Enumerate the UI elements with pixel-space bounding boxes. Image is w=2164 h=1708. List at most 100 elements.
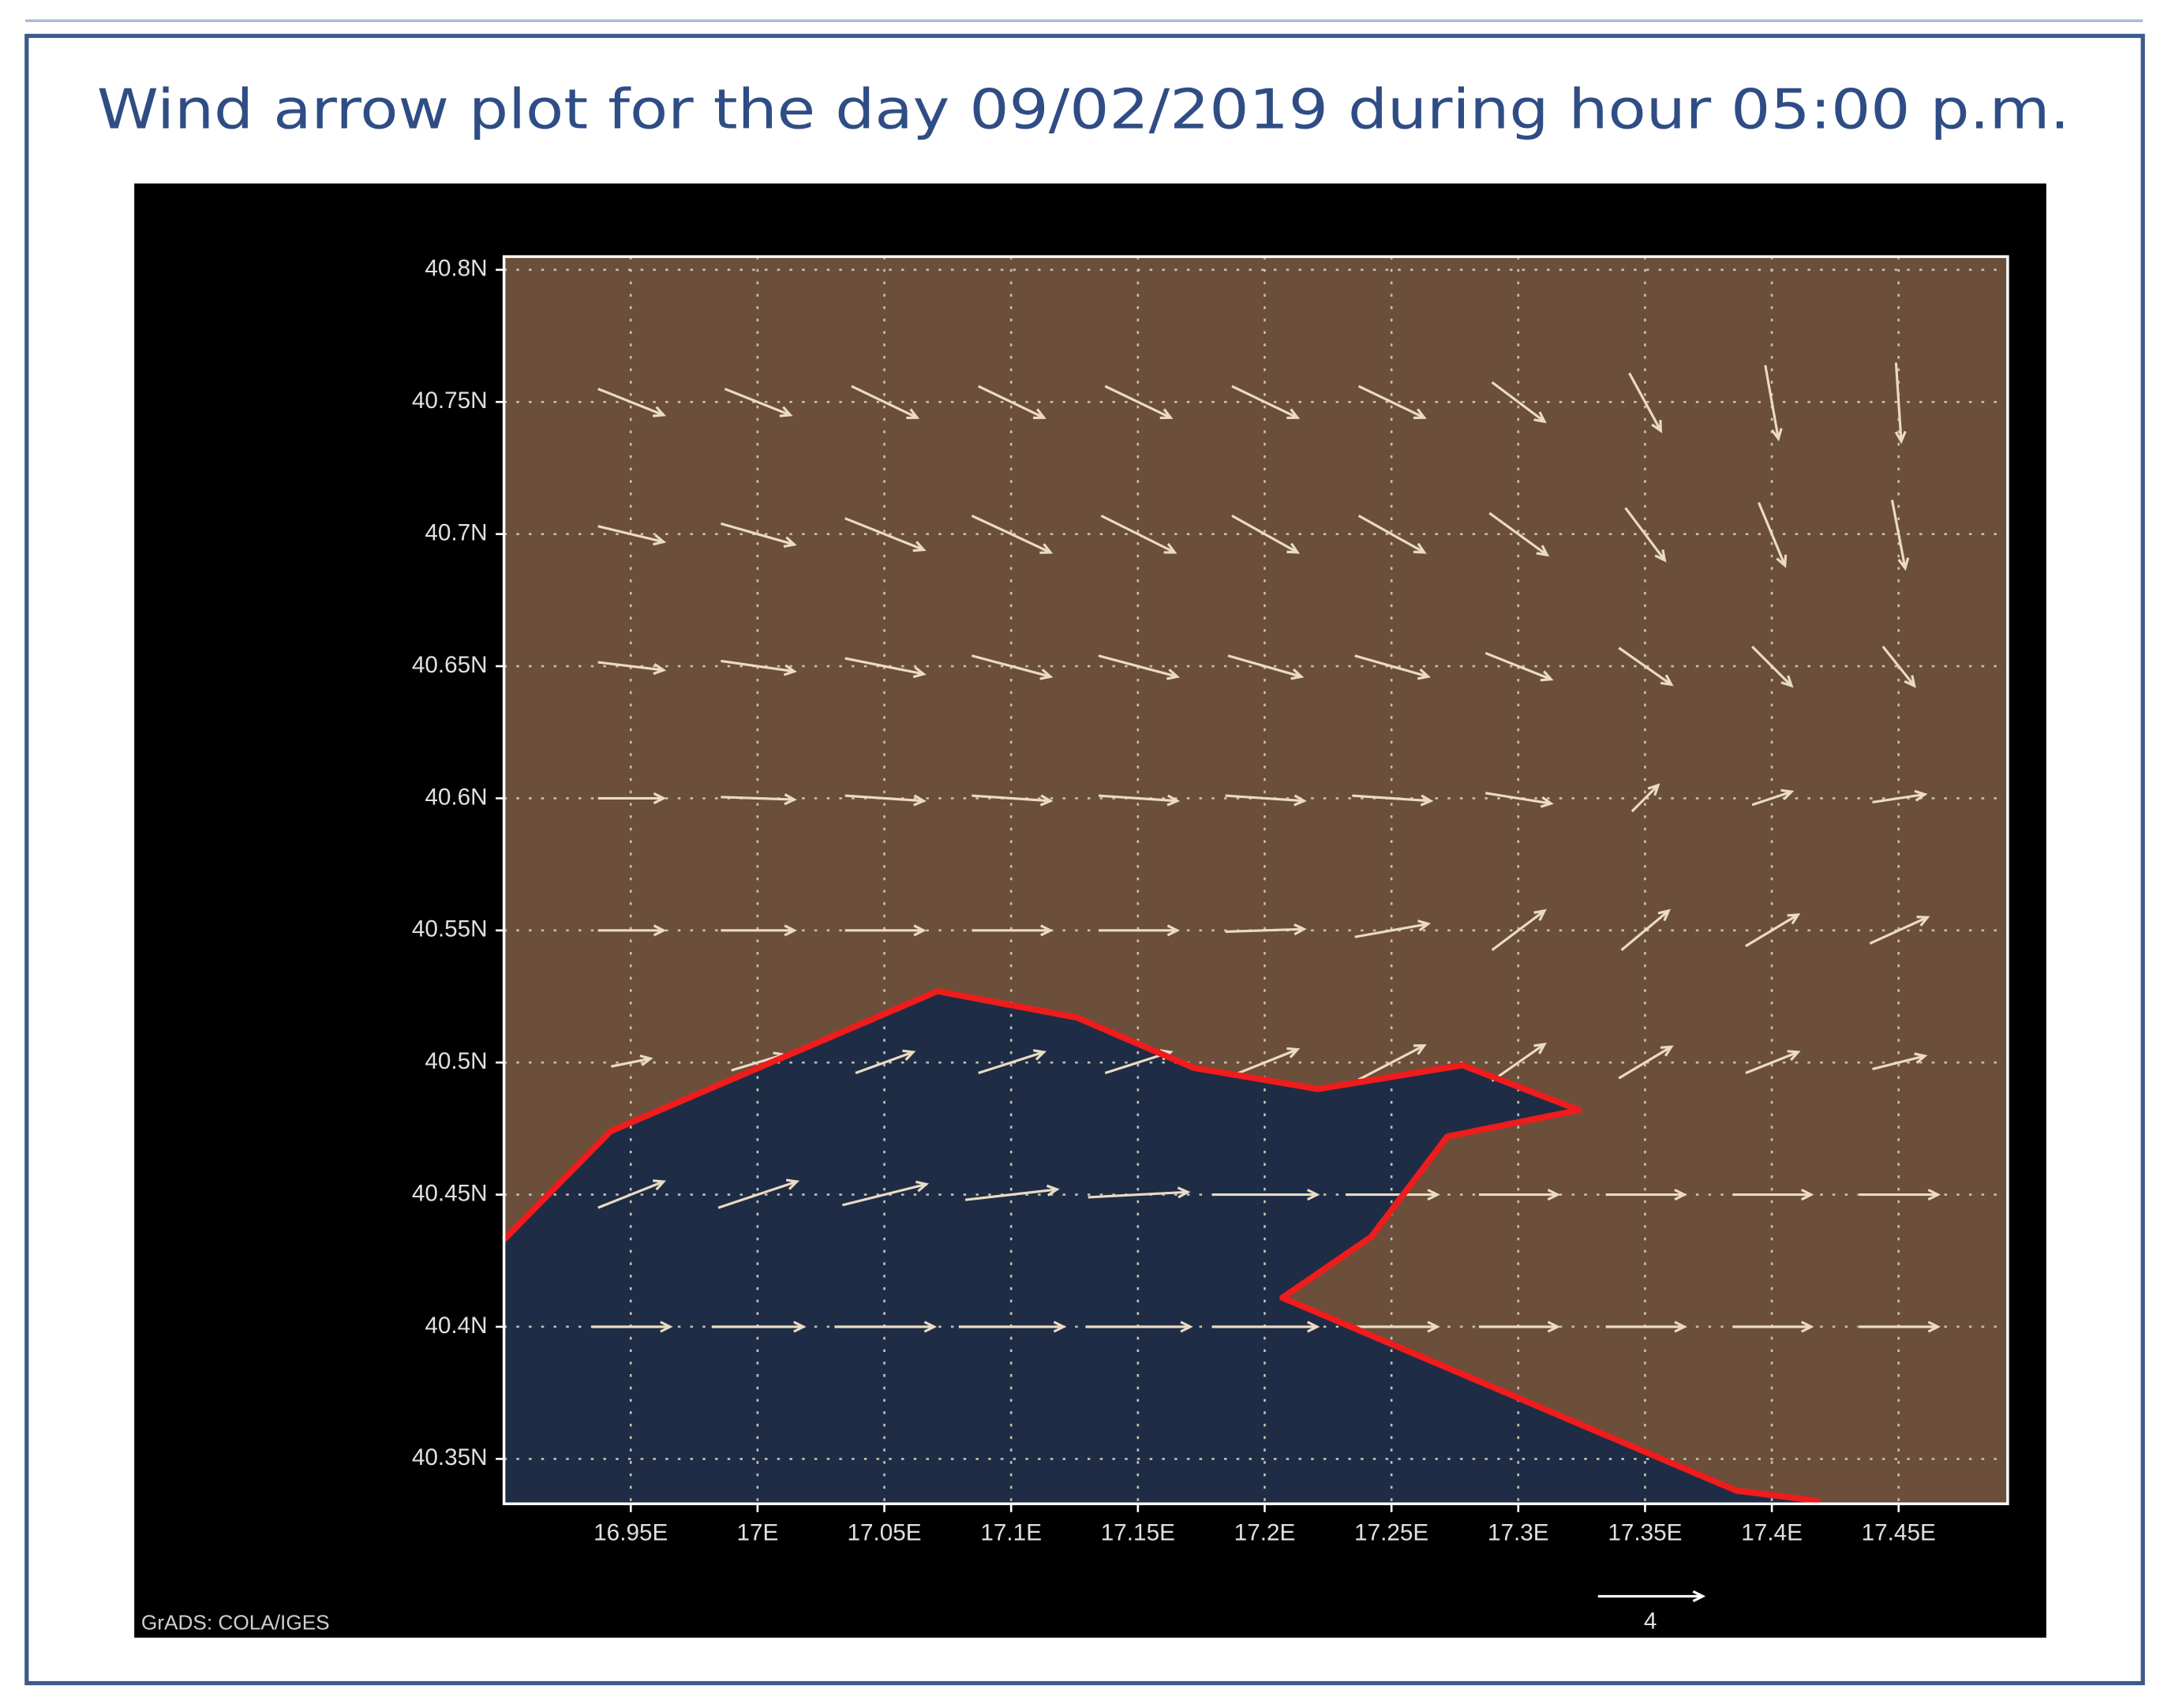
wind-arrow — [1732, 1189, 1814, 1201]
y-tick-label: 40.4N — [425, 1313, 487, 1339]
wind-arrow — [1346, 1320, 1440, 1333]
reference-label: 4 — [1644, 1608, 1657, 1634]
wind-arrow — [844, 924, 927, 937]
wind-arrow — [1628, 372, 1663, 433]
x-tick-label: 17.3E — [1488, 1520, 1549, 1546]
wind-arrow — [1231, 515, 1301, 554]
y-tick-label: 40.7N — [425, 519, 487, 545]
wind-arrow — [971, 654, 1054, 680]
chart-title: Wind arrow plot for the day 09/02/2019 d… — [97, 77, 2070, 141]
wind-arrow — [1352, 794, 1434, 807]
wind-arrow — [597, 924, 667, 937]
wind-arrow — [834, 1320, 938, 1333]
wind-arrow — [1225, 794, 1307, 807]
wind-arrow — [597, 792, 667, 804]
wind-arrow — [1478, 1189, 1561, 1201]
reference-arrow — [1597, 1590, 1706, 1602]
wind-arrow — [1745, 1050, 1801, 1074]
wind-arrow — [1859, 1189, 1941, 1201]
wind-arrow — [1751, 788, 1795, 807]
y-tick-label: 40.75N — [412, 388, 488, 414]
plot-border — [502, 255, 2009, 1506]
wind-arrow — [977, 384, 1046, 419]
wind-arrow — [844, 657, 927, 679]
wind-arrow — [591, 1320, 673, 1333]
wind-arrow — [1872, 1052, 1928, 1071]
x-tick-label: 17.2E — [1234, 1520, 1296, 1546]
wind-arrow — [1357, 384, 1427, 419]
wind-arrow — [1212, 1189, 1320, 1201]
wind-arrow — [1354, 920, 1432, 938]
wind-arrow — [597, 388, 667, 418]
wind-arrow — [1357, 1044, 1427, 1081]
wind-arrow — [844, 794, 927, 807]
wind-arrow — [1491, 908, 1547, 951]
wind-arrow — [1231, 384, 1301, 419]
wind-arrow — [1732, 1320, 1814, 1333]
wind-arrow — [1605, 1320, 1687, 1333]
wind-arrow — [721, 924, 797, 937]
wind-arrow — [1357, 515, 1427, 554]
wind-arrow — [978, 1049, 1047, 1074]
wind-arrow — [1764, 365, 1783, 442]
wind-arrow — [721, 793, 797, 806]
wind-arrow — [1751, 646, 1794, 688]
y-tick-label: 40.5N — [425, 1048, 487, 1074]
x-tick-label: 17.15E — [1101, 1520, 1175, 1546]
wind-arrow — [1231, 1047, 1301, 1077]
x-tick-label: 17.1E — [980, 1520, 1042, 1546]
wind-arrow — [1890, 500, 1910, 571]
y-tick-label: 40.45N — [412, 1180, 488, 1206]
wind-arrow — [844, 517, 927, 552]
wind-arrow — [971, 514, 1054, 554]
wind-arrow — [597, 525, 667, 546]
wind-arrow — [1758, 502, 1788, 568]
wind-arrow — [597, 661, 667, 676]
wind-arrow — [1618, 1045, 1674, 1080]
wind-arrow — [611, 1054, 653, 1068]
wind-arrow — [1491, 1042, 1547, 1082]
wind-arrow — [1859, 1320, 1941, 1333]
sea — [504, 991, 1821, 1504]
wind-arrow — [1485, 792, 1554, 808]
y-tick-label: 40.55N — [412, 916, 488, 942]
wind-arrow — [1894, 362, 1907, 444]
wind-arrow — [1620, 908, 1672, 951]
wind-arrow — [1098, 654, 1181, 680]
x-tick-label: 17.25E — [1354, 1520, 1428, 1546]
wind-arrow — [1225, 923, 1307, 936]
wind-arrow — [964, 1184, 1060, 1201]
wind-arrow — [1354, 654, 1432, 680]
wind-arrow — [1605, 1189, 1687, 1201]
wind-arrow — [1099, 924, 1181, 937]
wind-arrow — [1872, 789, 1928, 803]
x-tick-label: 17.4E — [1741, 1520, 1803, 1546]
wind-arrow — [1491, 381, 1547, 424]
wind-arrow — [1881, 646, 1916, 688]
wind-arrow — [851, 384, 920, 419]
wind-arrow — [1618, 646, 1674, 687]
y-tick-label: 40.6N — [425, 784, 487, 810]
wind-arrow — [724, 388, 793, 418]
x-tick-label: 17.05E — [847, 1520, 921, 1546]
wind-arrow — [1484, 651, 1554, 682]
wind-arrow — [972, 924, 1054, 937]
wind-arrow — [1630, 783, 1660, 813]
wind-arrow — [972, 794, 1054, 807]
credit: GrADS: COLA/IGES — [141, 1610, 330, 1634]
x-tick-label: 17.45E — [1862, 1520, 1936, 1546]
wind-arrow — [842, 1180, 930, 1207]
wind-arrow — [1227, 654, 1305, 680]
x-tick-label: 17.35E — [1608, 1520, 1682, 1546]
wind-arrow — [720, 522, 797, 548]
wind-arrow — [1100, 514, 1177, 554]
wind-arrow — [1624, 507, 1667, 563]
plot: 16.95E 17E 17.05E 17.1E 17.15E 17.2E 17.25E 17.… — [412, 255, 2009, 1546]
wind-arrow — [1488, 511, 1550, 557]
wind-arrow — [1085, 1320, 1193, 1333]
wind-arrow — [717, 1178, 800, 1209]
wind-arrow — [1088, 1186, 1191, 1199]
y-tick-label: 40.35N — [412, 1444, 488, 1470]
y-tick-label: 40.8N — [425, 256, 487, 282]
